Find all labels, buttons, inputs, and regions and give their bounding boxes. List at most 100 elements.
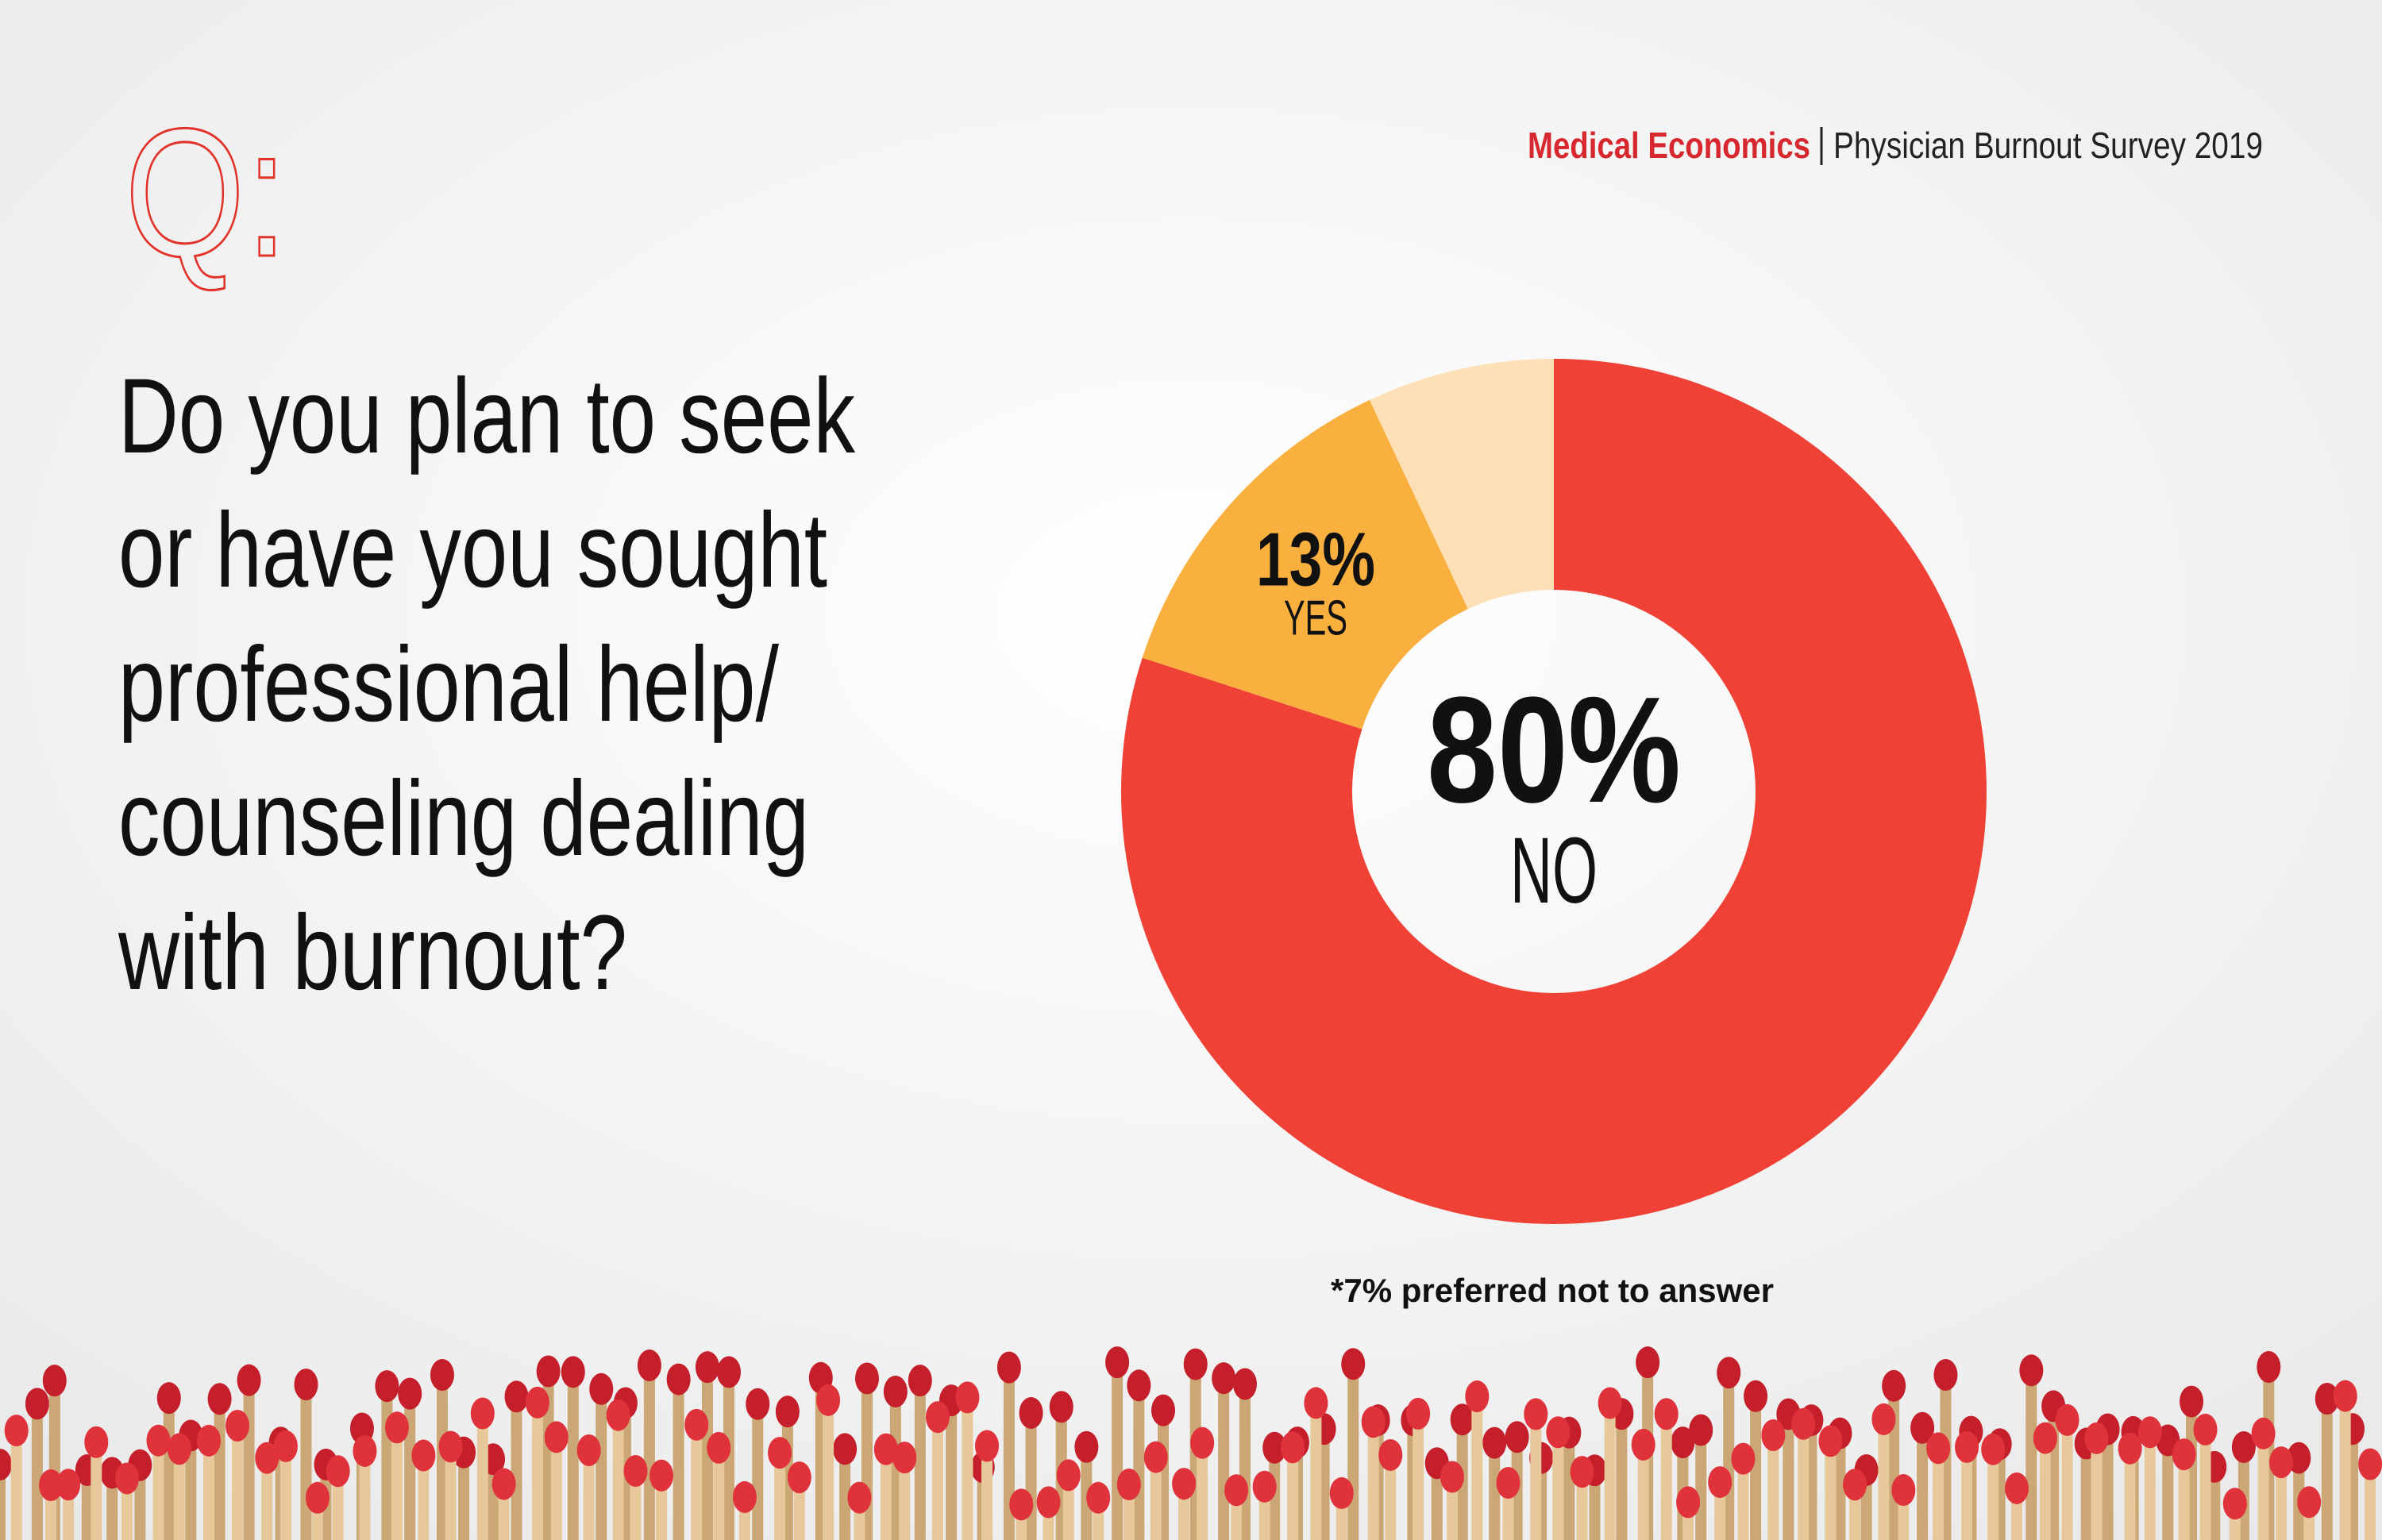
match-stick [1917, 1430, 1929, 1540]
match-stick [1783, 1417, 1794, 1540]
category-label: NO [1510, 818, 1598, 923]
match-stick [673, 1382, 684, 1540]
match-head [2297, 1486, 2322, 1519]
match-head [353, 1434, 377, 1467]
match-stick [1178, 1487, 1190, 1540]
match-stick [1431, 1466, 1443, 1540]
match-head [925, 1401, 950, 1434]
match-stick [723, 1375, 735, 1540]
match-stick [1530, 1417, 1542, 1540]
match-stick [1834, 1436, 1846, 1540]
category-label: YES [1284, 591, 1347, 645]
match-head [854, 1362, 879, 1395]
match-stick [232, 1428, 244, 1540]
question-line: or have you sought [118, 491, 827, 610]
match-head [504, 1380, 529, 1413]
donut-slice [1120, 359, 1987, 1224]
match-stick [31, 1407, 43, 1540]
match-head [39, 1469, 64, 1501]
match-stick [2025, 1373, 2037, 1540]
match-stick [1081, 1450, 1093, 1540]
match-head [1708, 1466, 1733, 1499]
match-head [892, 1442, 917, 1474]
match-head [561, 1356, 585, 1388]
match-stick [185, 1438, 197, 1540]
match-stick [1269, 1450, 1281, 1540]
match-head [707, 1431, 731, 1464]
match-stick [391, 1430, 403, 1540]
match-stick [630, 1473, 642, 1540]
match-head [2084, 1422, 2109, 1454]
survey-name: Physician Burnout Survey 2019 [1833, 125, 2263, 166]
match-head [1406, 1397, 1431, 1430]
match-stick [1616, 1417, 1628, 1540]
match-stick [2039, 1441, 2051, 1540]
match-stick [1150, 1460, 1162, 1540]
match-stick [1825, 1444, 1837, 1540]
match-head [717, 1356, 742, 1388]
match-head [156, 1382, 181, 1415]
match-stick [2091, 1441, 2103, 1540]
match-stick [643, 1369, 655, 1540]
match-head [114, 1462, 139, 1495]
match-head [1086, 1481, 1111, 1514]
matches [0, 1346, 2382, 1540]
match-head [1654, 1398, 1679, 1430]
match-stick [445, 1450, 457, 1540]
match-head [1232, 1368, 1257, 1400]
match-head [1056, 1459, 1081, 1492]
match-stick [2276, 1465, 2288, 1540]
match-head [996, 1351, 1021, 1384]
match-head [1341, 1348, 1366, 1380]
match-head [2257, 1351, 2281, 1384]
match-head [908, 1365, 932, 1397]
match-stick [550, 1440, 562, 1540]
match-head [649, 1459, 674, 1492]
match-head [2193, 1413, 2218, 1446]
match-head [873, 1433, 898, 1465]
match-head [576, 1434, 601, 1467]
match-head [1465, 1380, 1490, 1413]
donut-slice [1369, 359, 1554, 610]
match-stick [1660, 1417, 1672, 1540]
match-stick [1767, 1438, 1779, 1540]
match-stick [173, 1452, 185, 1540]
match-head [375, 1370, 399, 1403]
footnote: *7% preferred not to answer [1331, 1272, 1774, 1309]
match-stick [1637, 1447, 1649, 1540]
match-head [1926, 1432, 1951, 1465]
match-stick [10, 1434, 22, 1540]
match-head [2251, 1417, 2276, 1450]
match-stick [713, 1450, 725, 1540]
match-stick [981, 1449, 993, 1540]
match-head [1882, 1369, 1906, 1402]
match-stick [946, 1403, 958, 1540]
match-head [1049, 1391, 1073, 1423]
match-head [2004, 1472, 2029, 1504]
match-stick [0, 1468, 6, 1540]
match-stick [2080, 1446, 2092, 1540]
match-stick [1604, 1406, 1616, 1540]
match-head [768, 1437, 792, 1469]
match-head [833, 1433, 858, 1465]
match-head [2172, 1438, 2196, 1471]
match-stick [1062, 1478, 1074, 1540]
match-head [0, 1449, 12, 1481]
match-head [1329, 1476, 1354, 1509]
match-head [1009, 1488, 1034, 1521]
match-stick [300, 1388, 312, 1540]
match-head [1731, 1442, 1756, 1475]
question-line: with burnout? [118, 894, 627, 1012]
match-head [2315, 1383, 2339, 1415]
match-stick [261, 1461, 273, 1540]
brand: Medical Economics [1528, 125, 1810, 166]
match-head [430, 1359, 454, 1392]
match-stick [1197, 1446, 1208, 1540]
match-stick [2178, 1457, 2190, 1540]
match-head [623, 1454, 648, 1487]
match-stick [1576, 1475, 1588, 1540]
match-head [1636, 1346, 1660, 1379]
match-head [1019, 1396, 1043, 1429]
match-head [273, 1430, 298, 1462]
